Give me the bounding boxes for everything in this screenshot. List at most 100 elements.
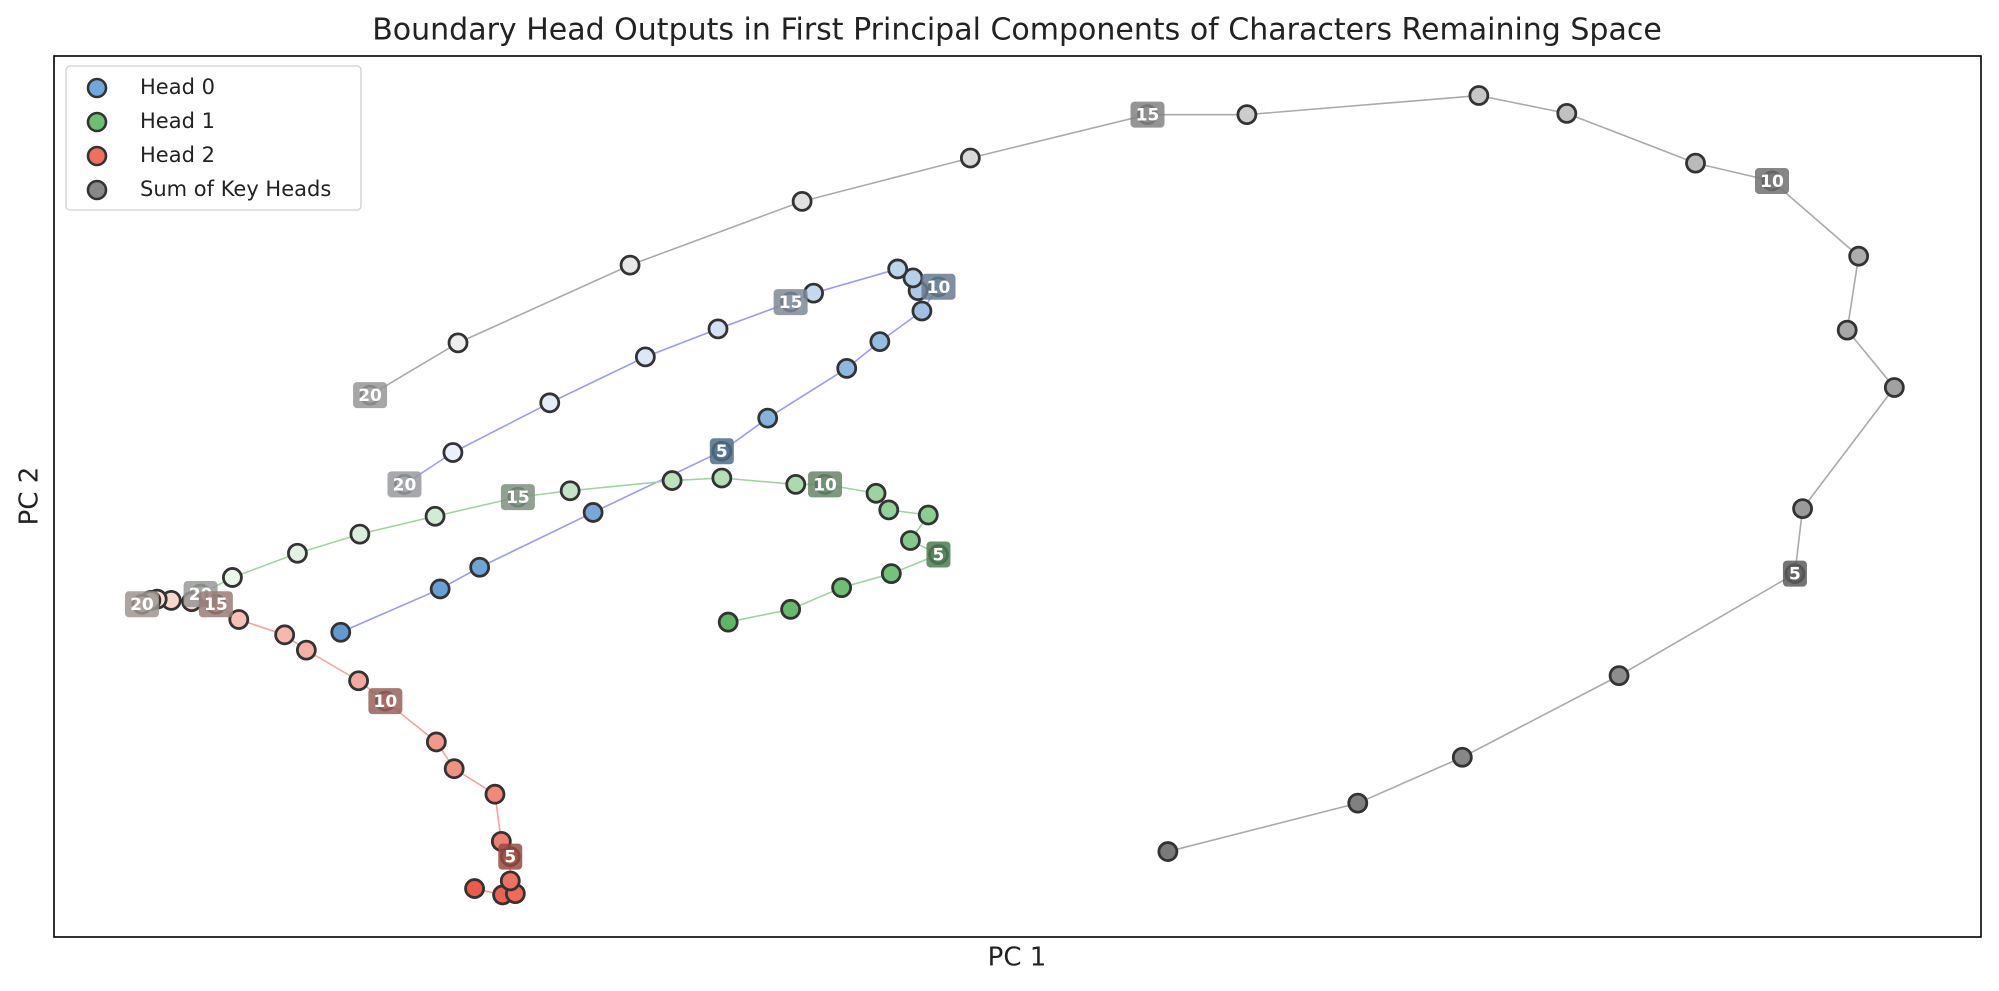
point bbox=[634, 346, 656, 368]
chart-title: Boundary Head Outputs in First Principal… bbox=[372, 13, 1662, 48]
point bbox=[1836, 319, 1858, 341]
point-label-box bbox=[387, 471, 422, 498]
point bbox=[295, 639, 317, 661]
point-label-box bbox=[368, 688, 403, 715]
point bbox=[424, 505, 446, 527]
point bbox=[559, 480, 581, 502]
point bbox=[757, 407, 779, 429]
point bbox=[443, 758, 465, 780]
point-label: 10 bbox=[1760, 172, 1784, 192]
point-label: 15 bbox=[204, 595, 228, 615]
point bbox=[865, 482, 887, 504]
point-label: 20 bbox=[358, 386, 382, 406]
point-label: 5 bbox=[933, 546, 945, 566]
point-label-box bbox=[773, 289, 808, 316]
point-label: 5 bbox=[716, 442, 728, 462]
point bbox=[447, 332, 469, 354]
point bbox=[539, 392, 561, 414]
point bbox=[274, 624, 296, 646]
point-label-box bbox=[124, 591, 159, 618]
point bbox=[222, 567, 243, 588]
point bbox=[1685, 152, 1706, 174]
point bbox=[1792, 498, 1813, 520]
point bbox=[429, 578, 451, 600]
point bbox=[287, 542, 308, 564]
point bbox=[1848, 245, 1870, 267]
point bbox=[780, 598, 802, 620]
point-label-box bbox=[500, 484, 535, 511]
point bbox=[831, 577, 853, 599]
point bbox=[499, 870, 521, 892]
point bbox=[900, 530, 921, 551]
point bbox=[228, 609, 250, 630]
legend-label: Sum of Key Heads bbox=[140, 177, 331, 201]
point bbox=[869, 331, 891, 352]
x-axis-label: PC 1 bbox=[988, 943, 1047, 973]
point bbox=[1451, 746, 1473, 768]
point bbox=[1236, 104, 1258, 126]
point bbox=[330, 621, 352, 643]
legend-marker bbox=[86, 179, 108, 201]
point bbox=[1157, 841, 1179, 862]
point bbox=[1468, 85, 1490, 106]
point bbox=[887, 258, 909, 280]
point-label: 5 bbox=[504, 848, 516, 868]
point bbox=[878, 499, 900, 521]
point bbox=[661, 470, 683, 491]
point-label-box bbox=[926, 541, 951, 568]
point-label: 15 bbox=[1136, 106, 1160, 126]
point bbox=[836, 357, 858, 379]
legend-marker bbox=[86, 77, 108, 99]
point-label: 15 bbox=[779, 293, 803, 313]
point-label-box bbox=[1754, 167, 1789, 194]
point bbox=[464, 878, 485, 899]
point-label-box bbox=[1130, 101, 1165, 128]
legend-label: Head 0 bbox=[140, 75, 215, 99]
series-line bbox=[141, 598, 517, 896]
legend: Head 0 Head 1 Head 2 Sum of Key Heads bbox=[65, 65, 362, 211]
point bbox=[711, 467, 733, 489]
point bbox=[959, 147, 981, 169]
point bbox=[619, 254, 641, 276]
point bbox=[1556, 102, 1578, 124]
legend-marker bbox=[86, 145, 108, 167]
point bbox=[785, 473, 807, 495]
series-line bbox=[369, 94, 1896, 853]
point bbox=[717, 611, 739, 633]
series-line bbox=[340, 268, 941, 634]
legend-label: Head 1 bbox=[140, 109, 215, 133]
point-label-box bbox=[353, 382, 388, 409]
point bbox=[442, 442, 464, 463]
point-labels: 5101520510152051015205101520 bbox=[124, 101, 1807, 870]
plot-area: 5101520510152051015205101520 bbox=[124, 85, 1905, 906]
point bbox=[917, 504, 939, 526]
point bbox=[1883, 377, 1905, 398]
point-label-box bbox=[498, 843, 523, 870]
point-label: 10 bbox=[813, 475, 837, 495]
point-label: 20 bbox=[130, 595, 154, 615]
point bbox=[348, 670, 369, 692]
point-label: 20 bbox=[393, 475, 417, 495]
point bbox=[582, 502, 604, 523]
point bbox=[425, 731, 447, 753]
point-label-box bbox=[808, 471, 843, 498]
point bbox=[707, 318, 729, 340]
point-label-box bbox=[198, 591, 233, 618]
legend-label: Head 2 bbox=[140, 143, 215, 167]
point bbox=[1608, 665, 1630, 687]
point-label: 15 bbox=[506, 488, 530, 508]
point bbox=[880, 563, 902, 585]
point-label: 10 bbox=[927, 278, 951, 298]
point bbox=[1347, 792, 1369, 814]
point bbox=[911, 300, 933, 322]
point-label-box bbox=[1782, 560, 1807, 587]
legend-box bbox=[65, 65, 362, 211]
point-label-box bbox=[709, 438, 734, 465]
point bbox=[484, 783, 506, 805]
point bbox=[469, 556, 491, 578]
legend-marker bbox=[86, 111, 108, 133]
point-label: 10 bbox=[374, 692, 398, 712]
y-axis-label: PC 2 bbox=[15, 467, 45, 526]
